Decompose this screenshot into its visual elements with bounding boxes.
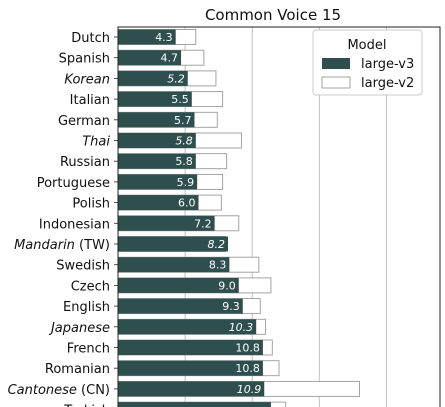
- category-label: Thai: [82, 135, 110, 150]
- legend-title: Model: [347, 38, 386, 53]
- category-label: Turkish: [63, 404, 110, 407]
- category-label: Japanese: [48, 321, 110, 336]
- bar-large-v3: [118, 298, 243, 314]
- value-label: 5.9: [177, 176, 195, 189]
- bar-large-v3: [118, 236, 229, 252]
- bar-large-v3: [118, 70, 188, 86]
- category-label: German: [58, 114, 110, 129]
- value-label: 8.3: [209, 259, 227, 272]
- value-label: 6.0: [178, 197, 196, 210]
- bar-large-v3: [118, 257, 230, 273]
- value-label: 7.2: [194, 217, 212, 230]
- value-label: 5.8: [175, 155, 193, 168]
- bar-large-v3: [118, 402, 271, 407]
- bar-large-v3: [118, 174, 198, 190]
- legend-label-large-v2: large-v2: [361, 76, 414, 91]
- bar-large-v3: [118, 153, 196, 169]
- legend-swatch-large-v2: [321, 76, 351, 89]
- category-label: Spanish: [59, 52, 110, 67]
- category-label: Mandarin (TW): [14, 238, 110, 253]
- category-labels: Dutch Spanish Korean Italian German Thai Russi…: [8, 31, 118, 407]
- chart-title: Common Voice 15: [205, 6, 341, 24]
- value-label: 5.7: [174, 114, 192, 127]
- bar-large-v3: [118, 91, 192, 107]
- bar-large-v3: [118, 195, 199, 211]
- value-label: 10.8: [235, 362, 260, 375]
- value-label: 4.3: [155, 31, 173, 44]
- bar-large-v3: [118, 360, 263, 376]
- bar-large-v3: [118, 215, 215, 231]
- bar-large-v3: [118, 50, 182, 66]
- bar-large-v3: [118, 381, 265, 397]
- value-label: 9.0: [218, 279, 236, 292]
- value-label: 4.7: [161, 52, 179, 65]
- bar-large-v3: [118, 340, 263, 355]
- bar-large-v3: [118, 133, 196, 148]
- value-label: 10.8: [235, 342, 260, 355]
- value-label: 5.5: [171, 93, 189, 106]
- category-label: Swedish: [56, 259, 110, 274]
- value-label: 10.3: [229, 321, 254, 334]
- category-label: Indonesian: [39, 217, 110, 232]
- plot-frame: [117, 26, 441, 407]
- value-label: 9.3: [222, 300, 240, 313]
- category-label: Cantonese (CN): [8, 383, 110, 398]
- category-label: Czech: [71, 279, 110, 294]
- category-label: Polish: [72, 197, 110, 212]
- bar-large-v3: [118, 112, 195, 128]
- category-label: Dutch: [71, 31, 110, 46]
- value-label: 5.2: [167, 72, 185, 85]
- legend-label-large-v3: large-v3: [361, 57, 414, 72]
- category-label: Korean: [64, 72, 110, 87]
- category-label: Portuguese: [37, 176, 110, 191]
- bar-large-v3: [118, 319, 257, 335]
- value-label: 10.9: [237, 383, 262, 396]
- category-label: Romanian: [45, 362, 110, 377]
- value-label: 8.2: [208, 238, 226, 251]
- legend-swatch-large-v3: [322, 58, 350, 69]
- bars: 4.3 4.7 5.2 5.5 5.7 5.8 5.8 5.9 6.0 7.2 8.2 8.3 9.0 9…: [117, 29, 360, 407]
- legend: Model large-v3 large-v2: [312, 29, 423, 96]
- category-label: Russian: [60, 155, 110, 170]
- category-label: English: [63, 300, 110, 315]
- bar-large-v3: [118, 277, 239, 293]
- value-label: 5.8: [175, 135, 193, 148]
- category-label: Italian: [70, 93, 110, 108]
- bar-large-v3: [118, 29, 176, 45]
- category-label: French: [67, 342, 110, 357]
